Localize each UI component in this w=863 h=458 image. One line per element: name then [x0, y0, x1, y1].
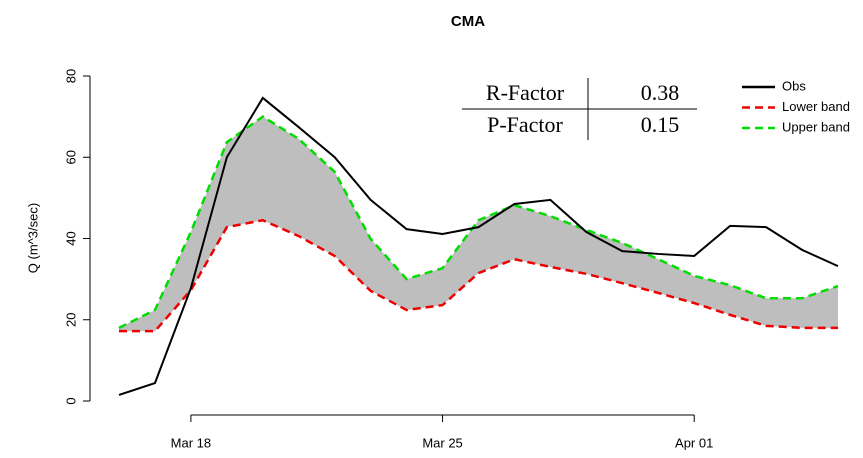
y-tick-label: 60 — [63, 150, 78, 164]
legend-label: Upper band — [782, 119, 850, 134]
y-tick-label: 40 — [63, 231, 78, 245]
band-fill — [119, 116, 838, 332]
table-label: P-Factor — [487, 112, 563, 137]
series-line — [118, 96, 839, 396]
table-label: R-Factor — [486, 80, 565, 105]
table-value: 0.38 — [641, 80, 680, 105]
x-tick-label: Mar 18 — [171, 435, 211, 450]
series-line — [118, 115, 839, 329]
x-tick-label: Mar 25 — [422, 435, 462, 450]
x-tick-label: Apr 01 — [675, 435, 713, 450]
y-tick-label: 20 — [63, 313, 78, 327]
legend-label: Obs — [782, 78, 806, 93]
chart-title: CMA — [451, 13, 485, 30]
y-tick-label: 0 — [63, 397, 78, 404]
legend-label: Lower band — [782, 99, 850, 114]
y-tick-label: 80 — [63, 69, 78, 83]
y-axis-label: Q (m^3/sec) — [25, 203, 40, 273]
series-line — [119, 218, 838, 333]
table-value: 0.15 — [641, 112, 680, 137]
